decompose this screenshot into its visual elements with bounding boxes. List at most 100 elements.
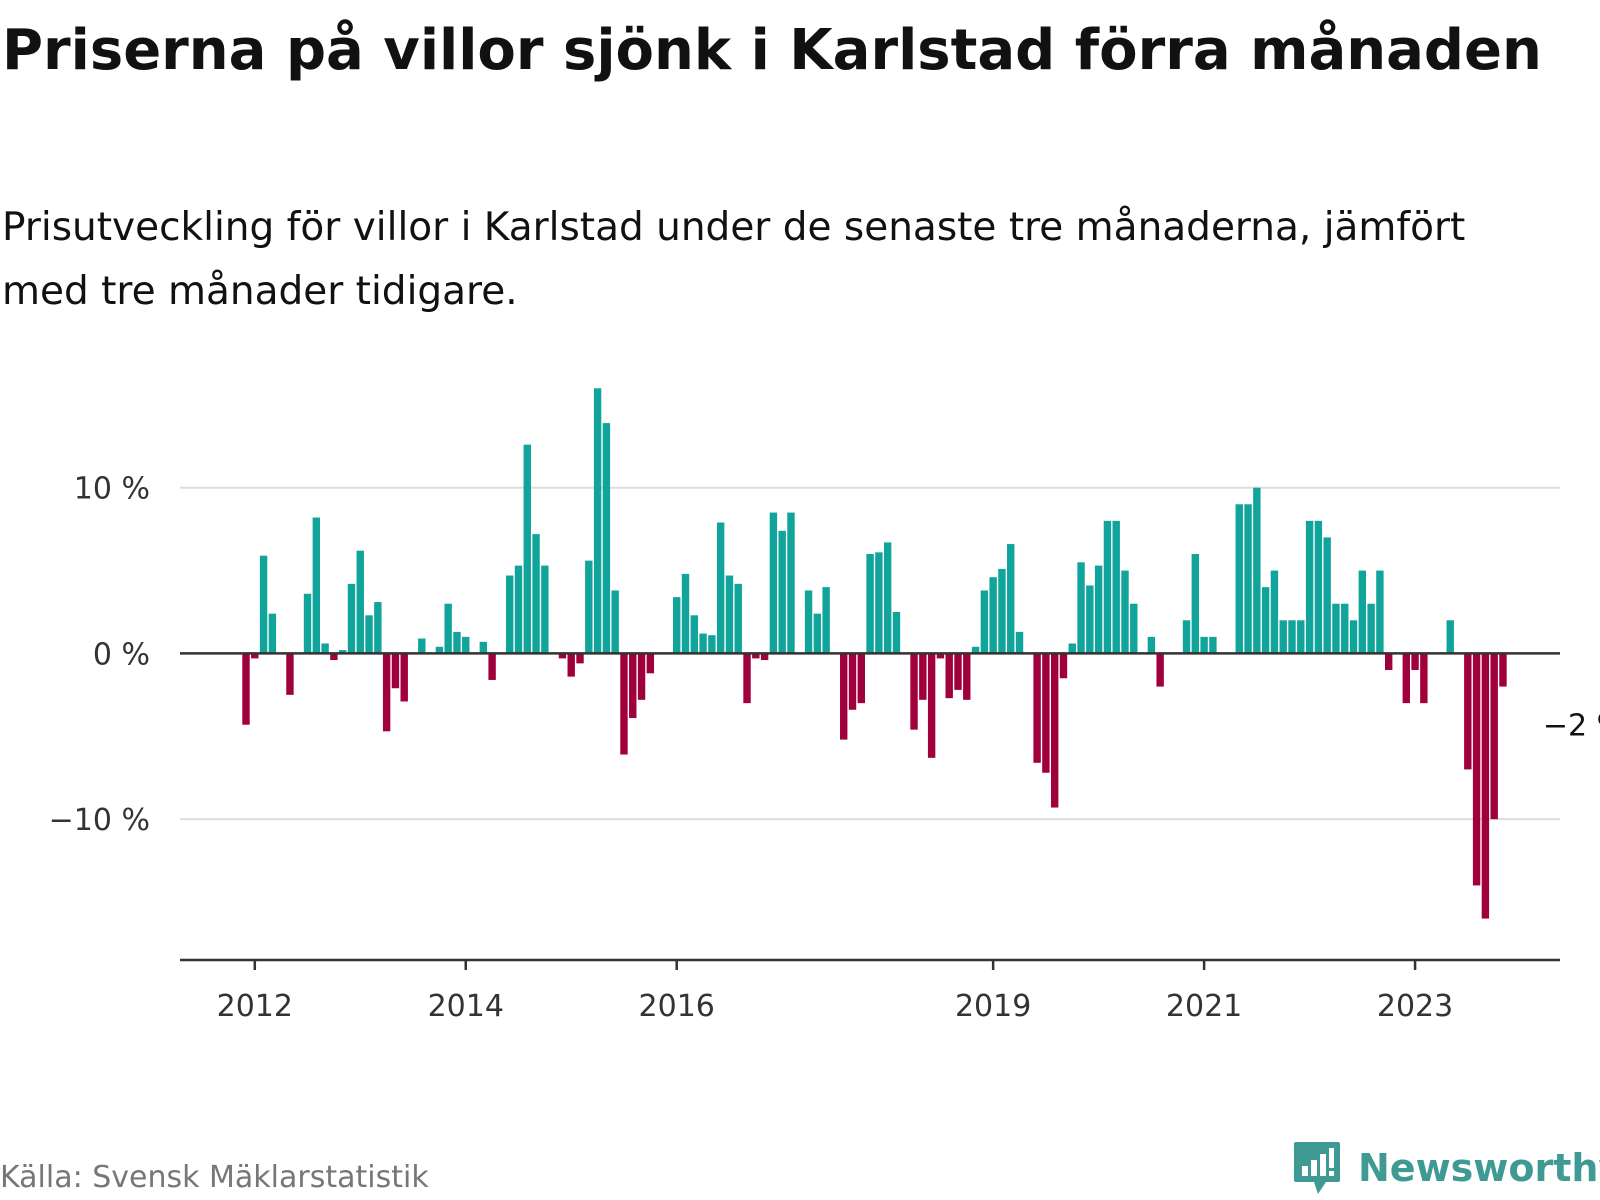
bar bbox=[506, 575, 514, 654]
bar bbox=[1015, 631, 1024, 654]
bar bbox=[998, 568, 1006, 654]
bar bbox=[1156, 653, 1164, 687]
bar-chart-speech-bubble-icon bbox=[1294, 1142, 1340, 1194]
bar bbox=[1033, 653, 1041, 763]
bar bbox=[391, 653, 400, 689]
bar bbox=[479, 641, 488, 654]
bar bbox=[883, 542, 892, 654]
bar bbox=[1499, 653, 1507, 687]
bar bbox=[1472, 653, 1481, 886]
bar bbox=[523, 444, 531, 654]
bar bbox=[382, 653, 391, 732]
bar bbox=[945, 653, 953, 699]
bar bbox=[734, 583, 742, 654]
bar bbox=[840, 653, 848, 740]
bar bbox=[620, 653, 628, 755]
bar bbox=[769, 512, 778, 654]
x-tick-label: 2016 bbox=[639, 989, 715, 1024]
bar bbox=[1086, 585, 1094, 654]
bar bbox=[541, 565, 549, 654]
bar bbox=[1279, 620, 1287, 654]
bar bbox=[822, 587, 830, 654]
bar bbox=[1077, 562, 1085, 654]
bar bbox=[602, 423, 611, 654]
bar bbox=[629, 653, 637, 719]
bar bbox=[813, 613, 822, 654]
bar bbox=[1297, 620, 1305, 654]
chart-subtitle: Prisutveckling för villor i Karlstad und… bbox=[2, 205, 1466, 314]
bar bbox=[971, 646, 980, 654]
bar bbox=[1376, 570, 1384, 654]
bar bbox=[1103, 520, 1112, 654]
bar bbox=[1332, 603, 1340, 654]
bar bbox=[637, 653, 646, 700]
bar bbox=[435, 646, 444, 654]
bar bbox=[1191, 554, 1200, 654]
bar bbox=[936, 653, 945, 659]
bar bbox=[286, 653, 294, 695]
bars bbox=[242, 388, 1507, 919]
x-tick-label: 2014 bbox=[428, 989, 504, 1024]
bar bbox=[1068, 643, 1076, 654]
bar bbox=[242, 653, 250, 725]
bar bbox=[892, 612, 901, 654]
bar bbox=[857, 653, 865, 704]
bar bbox=[374, 602, 382, 654]
bar bbox=[356, 550, 364, 654]
bar bbox=[1130, 603, 1138, 654]
bar bbox=[1358, 570, 1367, 654]
bar bbox=[980, 590, 989, 654]
y-tick-label: −10 % bbox=[49, 803, 150, 838]
bar bbox=[585, 560, 593, 654]
bar bbox=[875, 552, 883, 654]
bar bbox=[532, 534, 540, 654]
bar bbox=[760, 653, 769, 661]
bar bbox=[303, 593, 312, 654]
bar bbox=[462, 636, 470, 654]
bar bbox=[646, 653, 655, 674]
bar bbox=[804, 590, 813, 654]
bar bbox=[330, 653, 338, 661]
bar bbox=[1112, 520, 1120, 654]
bar bbox=[1323, 537, 1331, 654]
bar bbox=[576, 653, 584, 664]
bar bbox=[919, 653, 927, 700]
bar bbox=[1244, 504, 1252, 654]
axes bbox=[180, 652, 1560, 970]
bar bbox=[418, 638, 426, 654]
bar bbox=[989, 577, 997, 654]
bar bbox=[1042, 653, 1050, 773]
bar bbox=[1367, 603, 1375, 654]
gridlines bbox=[180, 486, 1560, 821]
bar bbox=[593, 388, 602, 654]
bar bbox=[558, 653, 567, 659]
bar bbox=[1253, 487, 1261, 654]
bar bbox=[1385, 653, 1393, 670]
bar bbox=[681, 573, 690, 654]
bar bbox=[963, 653, 971, 700]
bar bbox=[400, 653, 408, 702]
bar bbox=[1050, 653, 1059, 808]
bar bbox=[725, 575, 734, 654]
bar bbox=[312, 517, 321, 654]
y-tick-label: 0 % bbox=[93, 637, 150, 672]
bar bbox=[752, 653, 760, 659]
bar bbox=[251, 653, 259, 659]
source-note: Källa: Svensk Mäklarstatistik bbox=[0, 1160, 429, 1195]
bar bbox=[673, 597, 681, 654]
bar bbox=[1420, 653, 1428, 704]
chart-title: Priserna på villor sjönk i Karlstad förr… bbox=[2, 18, 1542, 83]
bar bbox=[1288, 620, 1296, 654]
bar bbox=[1490, 653, 1498, 820]
bar bbox=[1305, 520, 1314, 654]
bar bbox=[778, 530, 786, 654]
bar bbox=[259, 555, 268, 654]
bar-chart: 10 % 0 % −10 % 2012 2014 2016 2019 2021 2023 −2 % bbox=[49, 388, 1600, 1024]
bar bbox=[1121, 570, 1129, 654]
bar bbox=[1200, 636, 1208, 654]
bar bbox=[444, 603, 452, 654]
bar bbox=[1007, 544, 1015, 654]
bar bbox=[1059, 653, 1068, 679]
bar bbox=[1341, 603, 1349, 654]
logo-text: Newsworthy bbox=[1358, 1146, 1600, 1190]
